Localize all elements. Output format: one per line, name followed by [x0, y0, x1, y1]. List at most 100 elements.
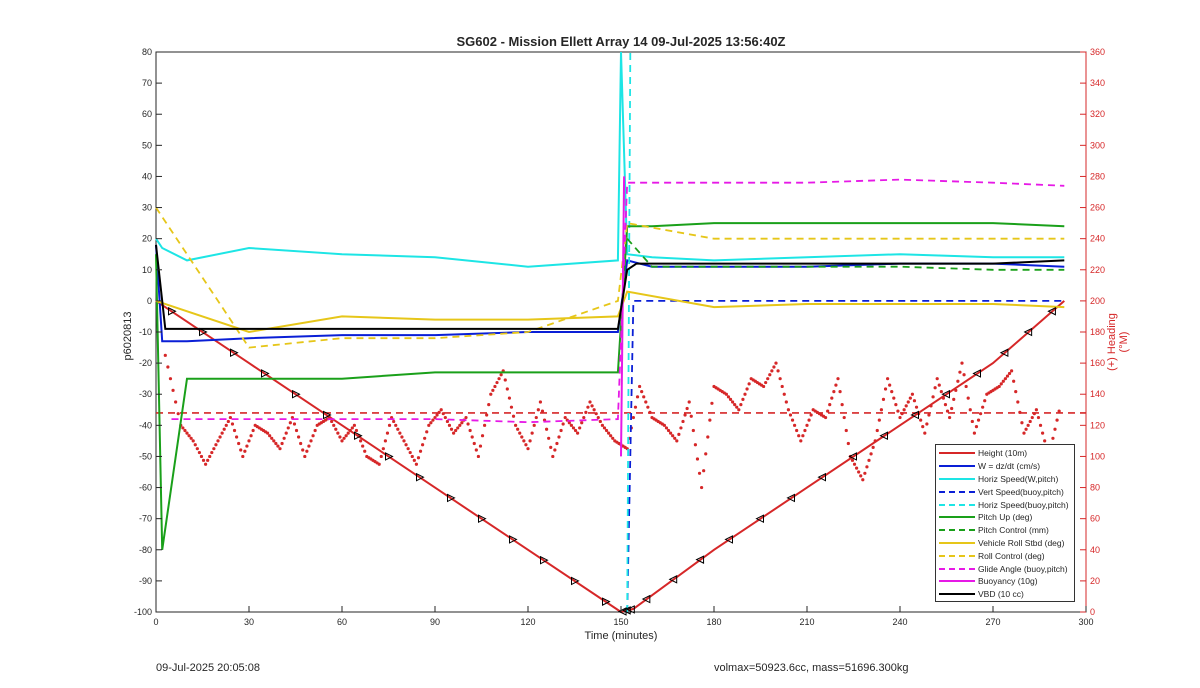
- legend-label: Pitch Control (mm): [978, 525, 1049, 536]
- heading-point: [563, 415, 567, 420]
- heading-point: [522, 439, 526, 443]
- heading-point: [859, 474, 863, 478]
- heading-point: [214, 443, 218, 447]
- heading-point: [741, 397, 745, 402]
- heading-point: [642, 395, 646, 399]
- heading-point: [782, 392, 786, 396]
- height-marker: [447, 493, 456, 503]
- heading-point: [1012, 379, 1016, 383]
- heading-point: [447, 423, 452, 427]
- heading-point: [644, 400, 648, 404]
- x-axis-label: Time (minutes): [584, 630, 658, 642]
- heading-point: [458, 423, 462, 427]
- heading-point: [334, 427, 338, 431]
- heading-point: [578, 426, 582, 430]
- heading-point: [594, 412, 598, 416]
- heading-point: [311, 434, 315, 438]
- height-marker: [385, 452, 394, 461]
- heading-point: [478, 444, 483, 448]
- heading-point: [268, 434, 272, 438]
- y-right-tick-label: 180: [1090, 327, 1105, 337]
- heading-point: [609, 434, 613, 438]
- y-axis-right-label: (+) Heading (°M): [1106, 313, 1130, 371]
- series-horiz-speed-w-pitch: [155, 51, 1065, 268]
- height-marker: [292, 389, 301, 399]
- heading-point: [706, 435, 710, 439]
- heading-point: [865, 465, 869, 469]
- heading-point: [664, 426, 669, 430]
- heading-point: [939, 390, 943, 394]
- heading-point: [840, 402, 844, 407]
- heading-point: [677, 432, 681, 437]
- heading-point: [921, 425, 925, 429]
- heading-point: [797, 434, 801, 438]
- heading-point: [210, 450, 214, 455]
- y-tick-label: -70: [139, 514, 152, 524]
- heading-point: [251, 428, 255, 433]
- heading-point: [964, 384, 968, 389]
- heading-point: [464, 415, 468, 420]
- heading-point: [879, 408, 884, 412]
- heading-point: [830, 396, 834, 400]
- heading-point: [735, 405, 739, 409]
- heading-point: [726, 395, 731, 399]
- y-right-tick-label: 220: [1090, 265, 1105, 275]
- heading-point: [278, 447, 282, 451]
- heading-point: [569, 423, 574, 427]
- heading-point: [235, 435, 239, 439]
- heading-point: [948, 415, 952, 420]
- heading-point: [646, 405, 650, 409]
- heading-point: [912, 399, 917, 403]
- legend-item-glide-angle-buoy-pitch: Glide Angle (buoy,pitch): [939, 562, 1071, 575]
- heading-point: [232, 428, 237, 433]
- heading-point: [226, 419, 230, 424]
- x-tick-label: 0: [153, 617, 158, 627]
- heading-point: [503, 378, 507, 382]
- heading-point: [871, 445, 875, 449]
- height-marker: [724, 535, 733, 544]
- heading-point: [297, 435, 301, 439]
- heading-point: [460, 421, 464, 425]
- heading-point: [282, 436, 286, 440]
- heading-point: [174, 400, 178, 404]
- y-tick-label: 50: [142, 140, 152, 150]
- heading-point: [588, 400, 592, 404]
- height-marker: [786, 493, 795, 503]
- heading-point: [1030, 415, 1034, 420]
- heading-point: [474, 448, 478, 452]
- x-tick-label: 180: [706, 617, 721, 627]
- heading-point: [547, 436, 551, 440]
- legend-label: Glide Angle (buoy,pitch): [978, 563, 1068, 574]
- heading-point: [499, 373, 503, 377]
- heading-point: [693, 443, 698, 447]
- heading-point: [793, 423, 797, 427]
- y-tick-label: 60: [142, 109, 152, 119]
- heading-point: [923, 431, 927, 435]
- heading-point: [396, 427, 400, 431]
- heading-point: [284, 431, 288, 435]
- heading-point: [449, 427, 454, 431]
- heading-point: [1026, 423, 1030, 427]
- heading-point: [191, 439, 195, 443]
- y-tick-label: -80: [139, 545, 152, 555]
- heading-point: [666, 428, 671, 433]
- height-marker: [1047, 306, 1056, 316]
- heading-point: [737, 408, 741, 412]
- heading-point: [842, 415, 846, 420]
- legend-swatch: [939, 554, 975, 557]
- heading-point: [206, 458, 210, 462]
- heading-point: [342, 436, 346, 440]
- heading-point: [224, 423, 228, 427]
- heading-point: [786, 408, 791, 412]
- y-right-tick-label: 100: [1090, 451, 1105, 461]
- heading-point: [493, 384, 497, 389]
- heading-point: [171, 388, 175, 392]
- legend-label: Vehicle Roll Stbd (deg): [978, 537, 1065, 548]
- heading-point: [803, 428, 807, 433]
- y-right-tick-label: 160: [1090, 358, 1105, 368]
- heading-point: [867, 458, 871, 462]
- heading-point: [945, 409, 950, 413]
- heading-point: [1007, 371, 1012, 376]
- heading-point: [181, 426, 185, 430]
- heading-point: [1038, 423, 1043, 427]
